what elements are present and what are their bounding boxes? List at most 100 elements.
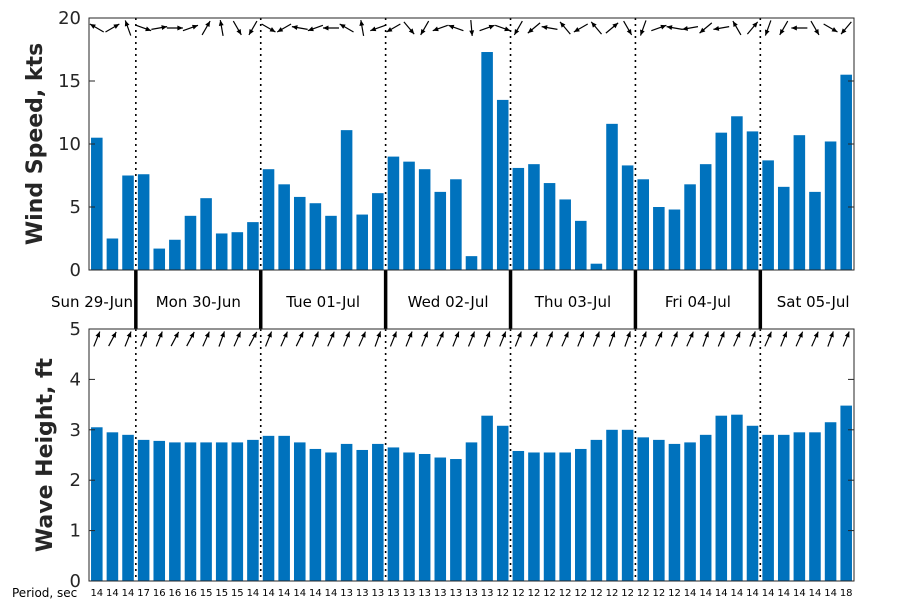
- wind-speed-bar: [668, 209, 681, 270]
- period-value: 15: [200, 588, 213, 599]
- wave-direction-arrow: [546, 331, 554, 347]
- wave-direction-arrow: [311, 331, 319, 347]
- wave-height-bar: [340, 443, 353, 581]
- period-value: 12: [637, 588, 650, 599]
- wind-direction-arrow: [232, 20, 242, 36]
- wind-speed-bar: [309, 203, 322, 270]
- wind-direction-arrow: [779, 20, 789, 36]
- wind-speed-bar: [621, 165, 634, 270]
- day-label: Tue 01-Jul: [285, 293, 360, 311]
- wind-direction-arrow: [541, 25, 558, 30]
- day-label: Sat 05-Jul: [777, 293, 850, 311]
- wind-speed-bar: [606, 123, 618, 270]
- wave-height-bar: [278, 435, 290, 581]
- wave-direction-arrow: [764, 331, 772, 347]
- wind-y-tick-label: 5: [70, 197, 81, 218]
- wind-speed-bar: [122, 175, 134, 270]
- wind-speed-bar: [340, 130, 353, 270]
- wind-speed-bar: [293, 196, 306, 270]
- wave-height-bar: [575, 448, 587, 581]
- period-value: 12: [574, 588, 587, 599]
- wind-direction-arrow: [791, 25, 808, 31]
- period-value: 14: [731, 588, 744, 599]
- wind-direction-arrow: [166, 25, 183, 31]
- wind-speed-bar: [731, 116, 743, 270]
- day-label: Mon 30-Jun: [156, 293, 241, 311]
- wind-y-tick-label: 15: [58, 71, 81, 92]
- wave-height-bar: [637, 437, 650, 581]
- wind-direction-arrow: [448, 24, 464, 32]
- period-value: 15: [231, 588, 244, 599]
- wave-direction-arrow: [358, 331, 367, 347]
- wind-speed-bar: [418, 169, 431, 270]
- wind-direction-arrow: [651, 24, 667, 32]
- wave-direction-arrow: [514, 331, 522, 347]
- day-label-band: Sun 29-Jun Mon 30-Jun Tue 01-Jul Wed 02-Jul…: [51, 270, 850, 329]
- wave-height-bar: [137, 439, 150, 581]
- wave-y-tick-label: 0: [70, 571, 81, 592]
- wind-speed-bar: [91, 137, 103, 270]
- wind-direction-arrow: [639, 20, 647, 36]
- wind-speed-bar: [824, 141, 837, 270]
- wind-speed-bar: [559, 199, 571, 270]
- wave-direction-arrow: [624, 331, 631, 347]
- period-value: 14: [684, 588, 697, 599]
- wave-direction-arrow: [186, 331, 195, 347]
- wave-height-bar: [293, 442, 306, 581]
- wave-height-bar: [153, 440, 166, 581]
- wave-height-bar: [777, 434, 790, 581]
- wave-direction-arrow: [733, 331, 741, 347]
- wave-direction-arrow: [124, 331, 132, 347]
- wave-height-y-ticks: 0 1 2 3 4 5: [70, 319, 854, 592]
- wind-speed-bars: [91, 52, 852, 271]
- wave-direction-arrow: [436, 331, 445, 347]
- day-label: Sun 29-Jun: [51, 293, 133, 311]
- wind-speed-bar: [575, 220, 587, 270]
- wind-direction-arrow: [590, 21, 602, 35]
- wind-direction-arrow: [469, 19, 475, 37]
- wind-speed-bar: [184, 215, 197, 270]
- period-value: 12: [621, 588, 634, 599]
- wind-y-tick-label: 0: [70, 260, 81, 281]
- wave-height-bar: [372, 443, 384, 581]
- wave-y-tick-label: 5: [70, 319, 81, 340]
- wave-height-axes-box: [88, 328, 855, 582]
- period-value: 17: [137, 588, 150, 599]
- wave-height-bar: [699, 434, 712, 581]
- wind-direction-arrow: [682, 26, 699, 31]
- wind-speed-bar: [528, 164, 540, 270]
- wave-height-bar: [465, 442, 478, 581]
- wind-direction-arrow: [89, 23, 105, 33]
- period-value: 14: [106, 588, 119, 599]
- period-value: 14: [746, 588, 759, 599]
- period-value: 14: [90, 588, 103, 599]
- wind-speed-bar: [247, 222, 259, 270]
- wave-height-bar: [169, 442, 181, 581]
- wind-speed-bar: [215, 233, 228, 270]
- period-value: 12: [652, 588, 665, 599]
- wind-direction-arrow: [810, 20, 820, 36]
- period-value: 13: [387, 588, 400, 599]
- wave-direction-arrow: [670, 331, 679, 347]
- period-value: 12: [528, 588, 541, 599]
- wave-height-bar: [653, 439, 665, 581]
- period-value: 16: [184, 588, 197, 599]
- wave-height-bar: [418, 453, 431, 581]
- wave-height-bar: [247, 439, 259, 581]
- wave-direction-arrow: [202, 331, 210, 347]
- wind-direction-arrow: [201, 20, 211, 36]
- wave-direction-arrow: [218, 331, 226, 347]
- period-value: 14: [793, 588, 806, 599]
- wave-direction-arrow: [639, 331, 647, 347]
- period-value: 13: [450, 588, 463, 599]
- wind-direction-arrow: [151, 25, 168, 30]
- wave-height-bar: [840, 405, 852, 581]
- wind-speed-bar: [231, 232, 244, 270]
- wave-height-bar: [434, 457, 447, 581]
- wave-height-bar: [481, 415, 493, 581]
- wave-y-tick-label: 1: [70, 521, 81, 542]
- period-value: 14: [762, 588, 775, 599]
- wave-height-bars: [91, 405, 852, 581]
- wave-height-bar: [262, 435, 275, 581]
- wind-direction-arrow: [218, 20, 224, 36]
